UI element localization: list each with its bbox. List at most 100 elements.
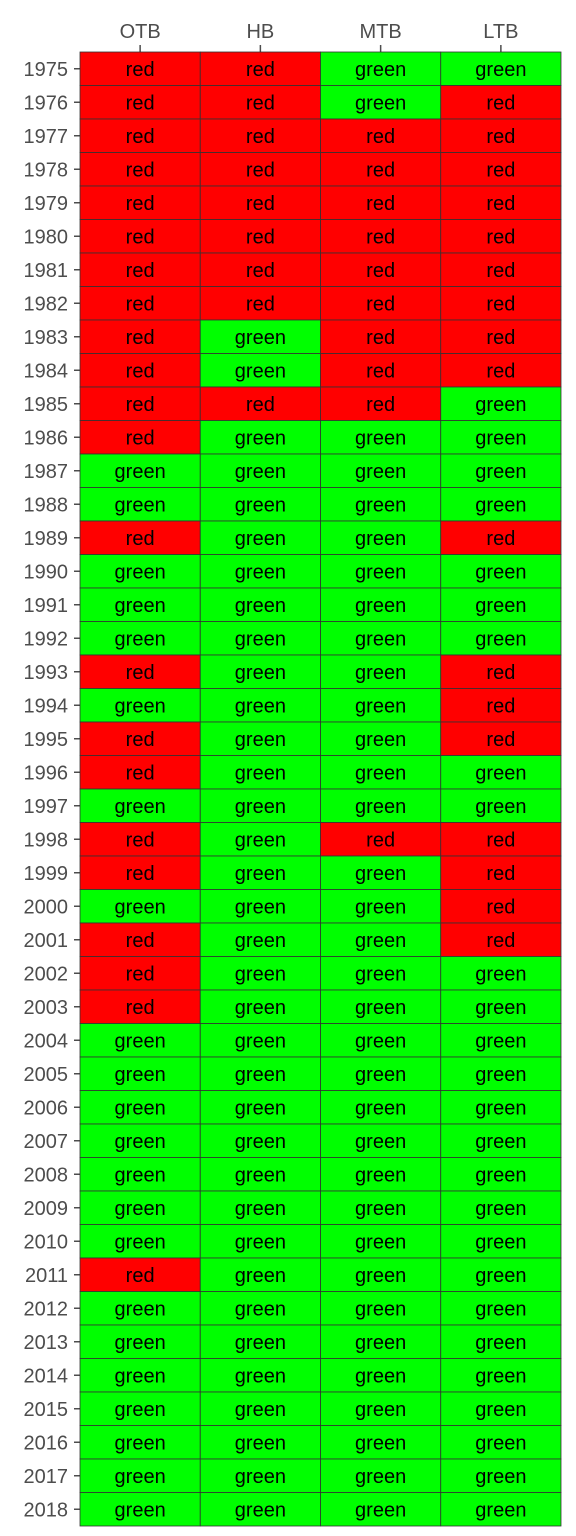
heatmap-cell-1996-mtb: green bbox=[320, 755, 442, 790]
heatmap-cell-2010-mtb: green bbox=[320, 1224, 442, 1259]
row-label-1976: 1976 bbox=[24, 92, 69, 114]
heatmap-cell-1992-mtb: green bbox=[320, 621, 442, 656]
heatmap-cell-fill bbox=[79, 1056, 201, 1091]
heatmap-cell-label: green bbox=[235, 729, 286, 751]
heatmap-cell-1975-mtb: green bbox=[320, 51, 442, 86]
heatmap-cell-label: green bbox=[115, 1399, 166, 1421]
heatmap-cell-label: green bbox=[115, 1466, 166, 1488]
heatmap-cell-2015-mtb: green bbox=[320, 1391, 442, 1426]
row-label-2011: 2011 bbox=[25, 1265, 68, 1287]
heatmap-cell-label: red bbox=[486, 126, 515, 148]
heatmap-cell-label: green bbox=[355, 1298, 406, 1320]
heatmap-cell-2018-mtb: green bbox=[320, 1492, 442, 1527]
heatmap-cell-label: green bbox=[475, 1265, 526, 1287]
row-label-1989: 1989 bbox=[24, 528, 69, 550]
heatmap-cell-label: green bbox=[355, 1466, 406, 1488]
heatmap-cell-fill bbox=[320, 487, 442, 522]
row-label-1978: 1978 bbox=[24, 159, 69, 181]
heatmap-cell-1989-ltb: red bbox=[440, 520, 562, 555]
heatmap-cell-label: green bbox=[475, 1231, 526, 1253]
heatmap-cell-label: green bbox=[235, 561, 286, 583]
heatmap-cell-2010-otb: green bbox=[79, 1224, 201, 1259]
heatmap-cell-label: green bbox=[115, 1164, 166, 1186]
heatmap-cell-label: green bbox=[235, 1265, 286, 1287]
heatmap-cell-1978-hb: red bbox=[199, 152, 321, 187]
heatmap-cell-2011-hb: green bbox=[199, 1257, 321, 1292]
heatmap-cell-label: green bbox=[355, 528, 406, 550]
heatmap-cell-label: green bbox=[115, 1064, 166, 1086]
heatmap-cell-1999-otb: red bbox=[79, 855, 201, 890]
heatmap-cell-fill bbox=[440, 1157, 562, 1192]
heatmap-cell-fill bbox=[199, 453, 321, 488]
heatmap-cell-2006-hb: green bbox=[199, 1090, 321, 1125]
heatmap-cell-2005-mtb: green bbox=[320, 1056, 442, 1091]
row-label-2017: 2017 bbox=[24, 1466, 69, 1488]
heatmap-cell-1981-ltb: red bbox=[440, 252, 562, 287]
heatmap-cell-2007-hb: green bbox=[199, 1123, 321, 1158]
heatmap-cell-label: green bbox=[115, 1432, 166, 1454]
heatmap-cell-label: green bbox=[355, 997, 406, 1019]
heatmap-cell-label: red bbox=[366, 193, 395, 215]
heatmap-cell-fill bbox=[440, 554, 562, 589]
heatmap-cell-1999-ltb: red bbox=[440, 855, 562, 890]
row-label-2001: 2001 bbox=[24, 930, 69, 952]
heatmap-cell-fill bbox=[79, 1291, 201, 1326]
heatmap-cell-label: red bbox=[366, 360, 395, 382]
heatmap-cell-label: green bbox=[235, 896, 286, 918]
row-label-2013: 2013 bbox=[24, 1332, 69, 1354]
heatmap-cell-fill bbox=[199, 1425, 321, 1460]
heatmap-cell-1980-hb: red bbox=[199, 219, 321, 254]
heatmap-cell-fill bbox=[199, 219, 321, 254]
heatmap-cell-fill bbox=[440, 453, 562, 488]
heatmap-cell-2002-mtb: green bbox=[320, 956, 442, 991]
heatmap-cell-fill bbox=[79, 219, 201, 254]
heatmap-cell-2002-otb: red bbox=[79, 956, 201, 991]
heatmap-cell-2008-ltb: green bbox=[440, 1157, 562, 1192]
heatmap-cell-label: red bbox=[366, 394, 395, 416]
heatmap-cell-fill bbox=[79, 654, 201, 689]
heatmap-cell-label: red bbox=[486, 863, 515, 885]
heatmap-cell-label: green bbox=[355, 1265, 406, 1287]
heatmap-cell-fill bbox=[320, 788, 442, 823]
heatmap-cell-label: green bbox=[235, 360, 286, 382]
heatmap-cell-fill bbox=[199, 788, 321, 823]
heatmap-cell-2018-hb: green bbox=[199, 1492, 321, 1527]
heatmap-cell-2012-hb: green bbox=[199, 1291, 321, 1326]
row-label-2012: 2012 bbox=[24, 1298, 69, 1320]
heatmap-cell-fill bbox=[440, 51, 562, 86]
row-label-1991: 1991 bbox=[24, 595, 69, 617]
column-label-hb: HB bbox=[246, 21, 274, 43]
heatmap-cell-label: red bbox=[366, 293, 395, 315]
heatmap-cell-label: red bbox=[486, 829, 515, 851]
heatmap-cell-label: red bbox=[246, 293, 275, 315]
heatmap-cell-label: red bbox=[486, 260, 515, 282]
heatmap-cell-2016-hb: green bbox=[199, 1425, 321, 1460]
heatmap-cell-2004-hb: green bbox=[199, 1023, 321, 1058]
heatmap-cell-2003-ltb: green bbox=[440, 989, 562, 1024]
heatmap-cell-label: green bbox=[475, 628, 526, 650]
heatmap-cell-label: green bbox=[355, 1332, 406, 1354]
heatmap-cell-fill bbox=[320, 520, 442, 555]
heatmap-cell-label: red bbox=[246, 394, 275, 416]
heatmap-cell-label: green bbox=[475, 1064, 526, 1086]
heatmap-cell-1985-hb: red bbox=[199, 386, 321, 421]
heatmap-cell-2018-otb: green bbox=[79, 1492, 201, 1527]
heatmap-cell-2006-mtb: green bbox=[320, 1090, 442, 1125]
heatmap-cell-fill bbox=[440, 353, 562, 388]
heatmap-cell-label: red bbox=[126, 126, 155, 148]
heatmap-cell-label: red bbox=[486, 729, 515, 751]
heatmap-cell-1988-hb: green bbox=[199, 487, 321, 522]
heatmap-cell-label: red bbox=[366, 327, 395, 349]
heatmap-cell-1997-otb: green bbox=[79, 788, 201, 823]
heatmap-cell-label: green bbox=[355, 896, 406, 918]
heatmap-cell-fill bbox=[320, 1224, 442, 1259]
heatmap-cell-2017-mtb: green bbox=[320, 1458, 442, 1493]
heatmap-cell-1992-ltb: green bbox=[440, 621, 562, 656]
heatmap-cell-2011-otb: red bbox=[79, 1257, 201, 1292]
row-label-1994: 1994 bbox=[24, 695, 69, 717]
heatmap-cell-1996-hb: green bbox=[199, 755, 321, 790]
heatmap-cell-label: red bbox=[126, 327, 155, 349]
heatmap-cell-label: red bbox=[126, 762, 155, 784]
heatmap-cell-fill bbox=[320, 1123, 442, 1158]
heatmap-cell-1994-hb: green bbox=[199, 688, 321, 723]
